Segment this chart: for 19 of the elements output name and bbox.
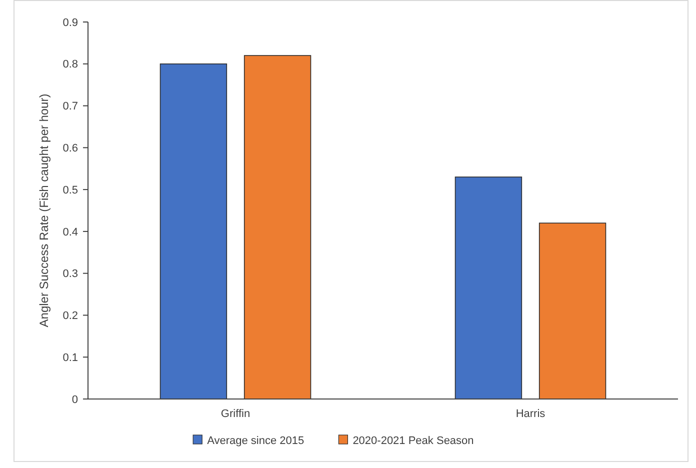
- y-tick-label: 0.2: [62, 310, 78, 322]
- y-tick-label: 0.5: [62, 184, 78, 196]
- x-tick-label: Harris: [516, 408, 546, 420]
- bar: [454, 176, 522, 400]
- x-tick-label: Griffin: [220, 408, 250, 420]
- bar: [244, 55, 312, 400]
- bar: [538, 222, 606, 400]
- y-tick-label: 0.1: [62, 352, 78, 364]
- legend-label: 2020-2021 Peak Season: [352, 434, 474, 447]
- y-tick-label: 0.4: [62, 226, 78, 238]
- y-axis-title: Angler Success Rate (Fish caught per hour): [37, 94, 51, 328]
- bar: [160, 63, 228, 400]
- y-tick-label: 0.3: [62, 268, 78, 280]
- y-tick-label: 0.7: [62, 100, 78, 113]
- y-tick-label: 0.6: [62, 142, 78, 155]
- y-tick-label: 0: [72, 394, 78, 406]
- legend-label: Average since 2015: [207, 434, 304, 447]
- y-tick-label: 0.9: [62, 16, 78, 29]
- y-tick-label: 0.8: [62, 58, 78, 71]
